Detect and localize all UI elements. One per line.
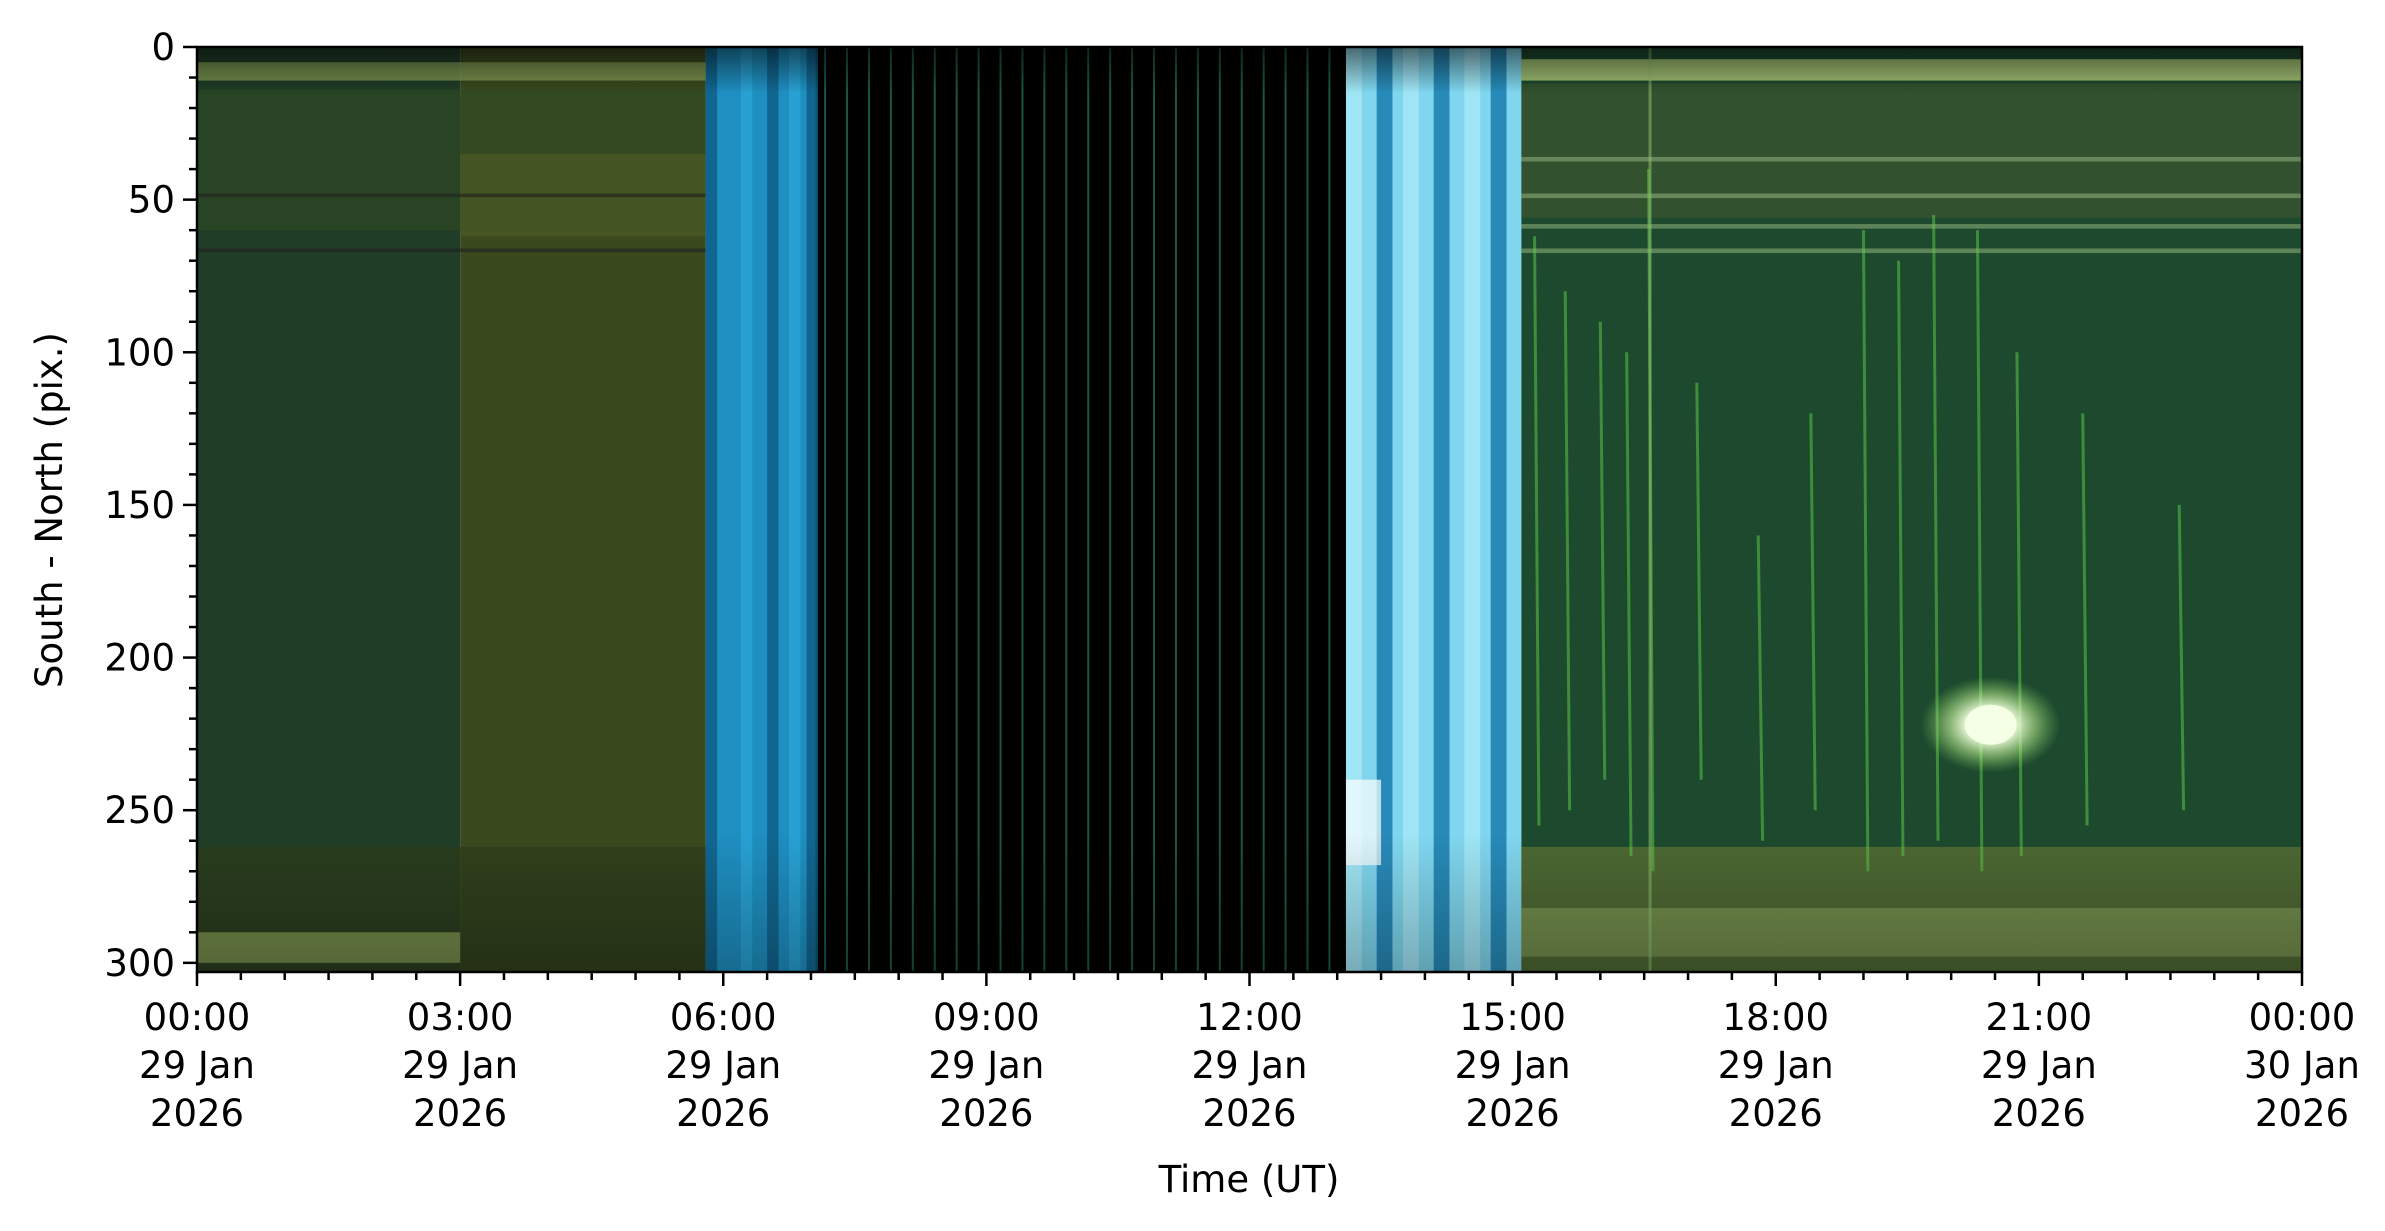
- x-tick-date: 29 Jan: [928, 1044, 1044, 1087]
- x-tick-year: 2026: [1466, 1092, 1560, 1135]
- y-tick-label: 250: [104, 789, 175, 832]
- vignette: [197, 47, 2302, 972]
- x-tick-date: 29 Jan: [139, 1044, 255, 1087]
- y-axis-label: South - North (pix.): [28, 332, 71, 688]
- x-tick-year: 2026: [1202, 1092, 1296, 1135]
- x-tick-label: 00:00: [144, 996, 251, 1039]
- x-tick-year: 2026: [413, 1092, 507, 1135]
- x-tick-label: 15:00: [1459, 996, 1566, 1039]
- x-tick-year: 2026: [1729, 1092, 1823, 1135]
- x-tick-date: 29 Jan: [665, 1044, 781, 1087]
- x-tick-year: 2026: [2255, 1092, 2349, 1135]
- y-axis: 0 50 100 150 200 250 300: [104, 26, 197, 985]
- y-tick-label: 0: [151, 26, 175, 69]
- x-tick-date: 29 Jan: [402, 1044, 518, 1087]
- x-tick-date: 30 Jan: [2244, 1044, 2360, 1087]
- x-tick-date: 29 Jan: [1718, 1044, 1834, 1087]
- x-tick-label: 18:00: [1722, 996, 1829, 1039]
- x-tick-date: 29 Jan: [1192, 1044, 1308, 1087]
- y-tick-label: 300: [104, 942, 175, 985]
- x-tick-label: 06:00: [670, 996, 777, 1039]
- y-tick-label: 150: [104, 484, 175, 527]
- x-tick-date: 29 Jan: [1981, 1044, 2097, 1087]
- y-tick-label: 50: [128, 179, 175, 222]
- x-tick-year: 2026: [1992, 1092, 2086, 1135]
- x-tick-label: 03:00: [407, 996, 514, 1039]
- x-tick-year: 2026: [150, 1092, 244, 1135]
- x-tick-label: 21:00: [1986, 996, 2093, 1039]
- x-tick-label: 00:00: [2249, 996, 2356, 1039]
- x-tick-label: 12:00: [1196, 996, 1303, 1039]
- x-tick-year: 2026: [676, 1092, 770, 1135]
- x-axis-label: Time (UT): [1158, 1158, 1340, 1201]
- y-tick-label: 100: [104, 331, 175, 374]
- y-tick-label: 200: [104, 637, 175, 680]
- x-tick-date: 29 Jan: [1455, 1044, 1571, 1087]
- x-axis: 00:00 29 Jan 2026 03:00 29 Jan 2026 06:00 29 Ja…: [139, 972, 2360, 1135]
- plot-area: [197, 47, 2302, 972]
- x-tick-year: 2026: [939, 1092, 1033, 1135]
- x-tick-label: 09:00: [933, 996, 1040, 1039]
